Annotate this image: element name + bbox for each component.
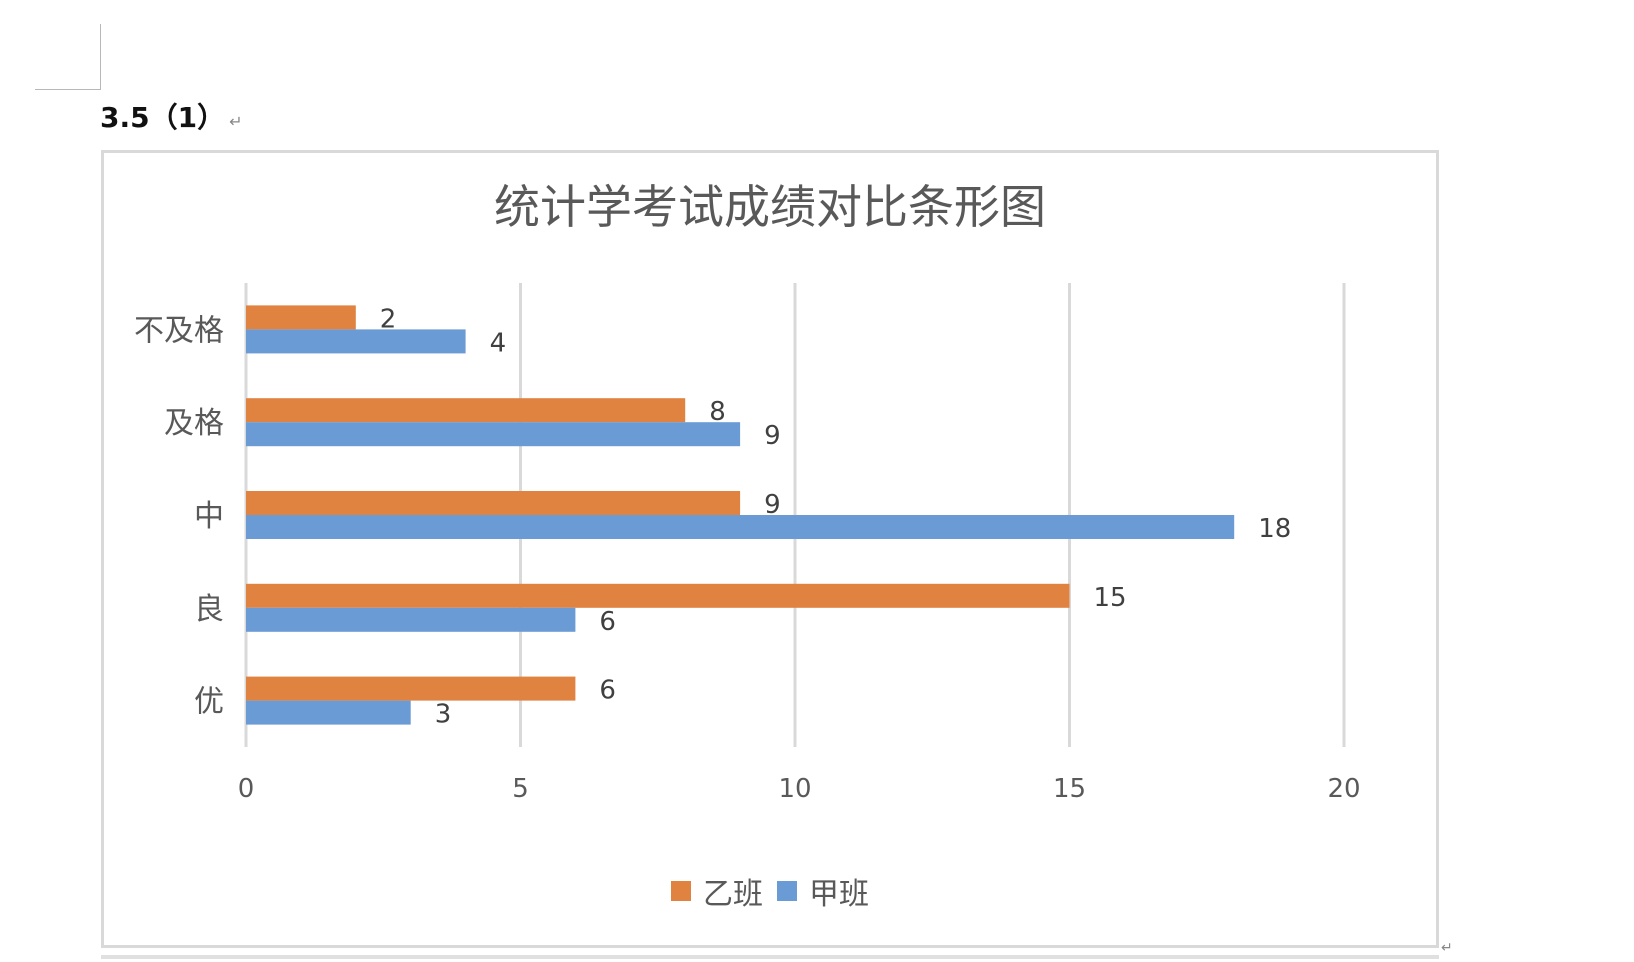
bar-yi-ban xyxy=(246,583,1070,608)
bar-yi-ban xyxy=(246,398,686,423)
category-label: 良 xyxy=(194,592,224,627)
paragraph-mark-icon: ↵ xyxy=(229,112,243,131)
data-label: 9 xyxy=(764,421,781,451)
data-label: 8 xyxy=(709,397,726,427)
category-label: 优 xyxy=(194,685,224,720)
bar-yi-ban xyxy=(246,491,741,515)
page-separator-line xyxy=(101,955,1439,959)
data-label: 3 xyxy=(435,700,452,730)
data-label: 18 xyxy=(1258,514,1291,544)
section-heading: 3.5（1） ↵ xyxy=(100,100,243,140)
bar-jia-ban xyxy=(246,422,741,447)
bar-jia-ban xyxy=(246,329,466,354)
bar-jia-ban xyxy=(246,700,411,725)
data-label: 15 xyxy=(1094,583,1127,613)
page-margin-mark-horizontal xyxy=(35,89,101,90)
legend-label: 乙班 xyxy=(703,877,763,912)
chart-container[interactable]: 统计学考试成绩对比条形图 0 5 10 15 20 不及格 2 4 及格 8 9 中 9 18 良 15 6 优 6… xyxy=(101,150,1439,948)
bar-yi-ban xyxy=(246,305,356,330)
chart-anchor-mark-icon: ↵ xyxy=(1441,940,1453,956)
legend-swatch xyxy=(671,881,691,901)
section-heading-text: 3.5（1） xyxy=(100,101,226,134)
category-label: 中 xyxy=(194,499,224,534)
x-tick-label: 20 xyxy=(1327,774,1360,804)
bar-yi-ban xyxy=(246,676,576,701)
legend-swatch xyxy=(777,881,797,901)
x-tick-label: 0 xyxy=(238,774,255,804)
chart-legend: 乙班 甲班 xyxy=(104,869,1436,913)
chart-title: 统计学考试成绩对比条形图 xyxy=(494,180,1046,234)
data-label: 9 xyxy=(764,490,781,520)
bar-jia-ban xyxy=(246,515,1235,539)
x-tick-label: 10 xyxy=(778,774,811,804)
legend-item: 甲班 xyxy=(777,869,869,913)
x-tick-label: 5 xyxy=(512,774,529,804)
data-label: 2 xyxy=(380,304,397,334)
x-tick-label: 15 xyxy=(1053,774,1086,804)
data-label: 6 xyxy=(599,607,616,637)
category-label: 不及格 xyxy=(134,313,224,348)
bar-chart-plot: 0 5 10 15 20 不及格 2 4 及格 8 9 中 9 18 良 15 6 优 6 3 xyxy=(134,283,1361,804)
legend-item: 乙班 xyxy=(671,869,763,913)
data-label: 4 xyxy=(490,328,507,358)
data-label: 6 xyxy=(599,676,616,706)
bar-jia-ban xyxy=(246,607,576,632)
legend-label: 甲班 xyxy=(809,877,869,912)
category-label: 及格 xyxy=(164,406,224,441)
page-margin-mark-vertical xyxy=(100,24,101,90)
